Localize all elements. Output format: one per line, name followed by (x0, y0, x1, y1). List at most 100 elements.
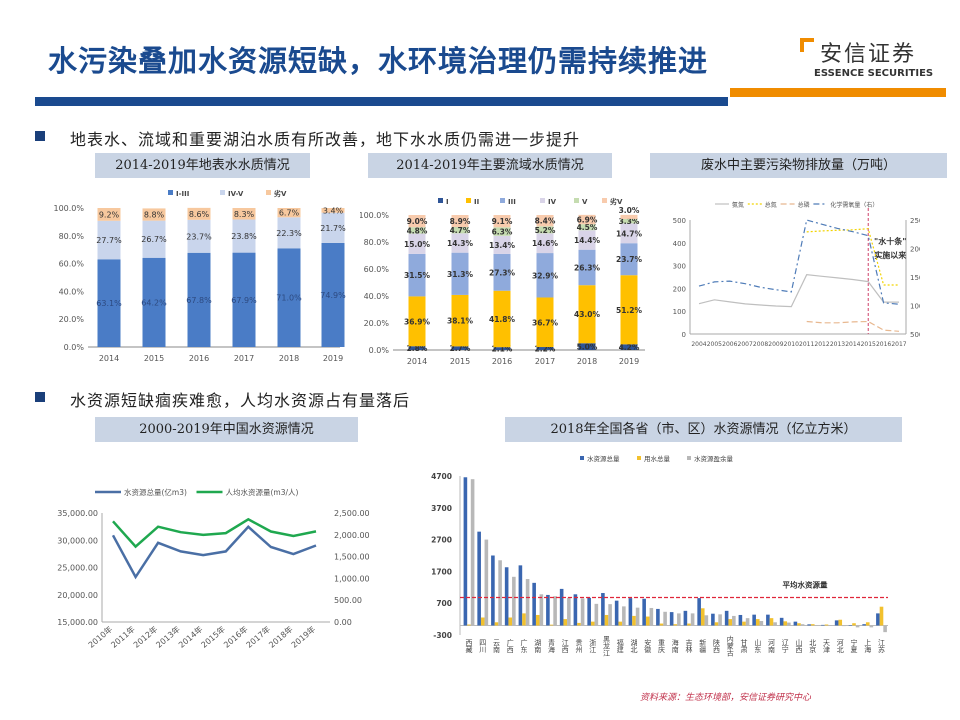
bar-用水总量 (714, 622, 719, 626)
bar-水资源盈余量 (539, 594, 544, 626)
legend-label: I-III (176, 190, 189, 198)
bar-劣V (97, 208, 121, 221)
x-tick-label: 青海 (548, 638, 556, 654)
legend-label: 总氮 (765, 201, 777, 209)
x-tick-label: 2015 (861, 341, 876, 348)
data-label: 31.3% (447, 270, 474, 279)
bar-IV (451, 233, 469, 253)
legend-label: 劣V (610, 197, 623, 206)
x-tick-label: 2008 (753, 341, 768, 348)
legend-label: IV-V (228, 190, 244, 198)
bar-II (536, 297, 554, 348)
y-tick-label: 35,000.00 (57, 509, 98, 518)
bar-水资源总量 (793, 621, 798, 626)
x-tick-label: 2018年 (267, 624, 295, 650)
bar-用水总量 (728, 619, 733, 626)
bar-III (620, 243, 638, 276)
bar-III (451, 252, 469, 295)
x-tick-label: 湖南 (534, 638, 542, 653)
bar-水资源盈余量 (773, 622, 777, 626)
legend-label: 水资源总量 (587, 454, 620, 463)
bar-用水总量 (810, 624, 815, 626)
y-tick-label: 2700 (431, 536, 452, 545)
legend-label: 水资源盈余量 (694, 454, 734, 463)
x-tick-label: 2017 (891, 341, 906, 348)
y-tick-label: 60.0% (364, 265, 390, 274)
bar-IV (408, 233, 426, 254)
bar-水资源盈余量 (745, 618, 750, 626)
x-tick-label: 吉林 (685, 639, 693, 654)
y-tick-label: 15,000.00 (57, 618, 98, 627)
bar-水资源总量 (518, 565, 523, 626)
data-label: 14.4% (574, 236, 601, 245)
x-tick-label: 2015 (144, 354, 164, 363)
bar-水资源总量 (559, 588, 564, 626)
data-label: 14.6% (532, 239, 559, 248)
x-tick-label: 2013年 (154, 624, 182, 650)
data-label: 5.0% (577, 343, 598, 352)
bar-用水总量 (494, 622, 499, 626)
y-tick-label: 300 (673, 263, 686, 271)
series-line-氨氮 (698, 274, 899, 308)
data-label: 26.3% (574, 263, 601, 272)
bar-用水总量 (879, 606, 884, 626)
data-label: 38.1% (447, 317, 474, 326)
bar-用水总量 (618, 621, 623, 626)
legend-label: 劣V (274, 189, 287, 198)
y-tick-label: 40.0% (364, 292, 390, 301)
x-tick-label: 2012年 (131, 624, 159, 650)
bar-IV (620, 223, 638, 244)
bar-水资源总量 (862, 624, 866, 626)
x-tick-label: 2011年 (109, 624, 137, 650)
bar-水资源总量 (491, 555, 495, 626)
logo: 安信证券 ESSENCE SECURITIES (780, 34, 950, 84)
bar-水资源盈余量 (608, 604, 612, 626)
bullet-square-icon (35, 392, 45, 402)
annotation: 实施以来 (874, 250, 907, 260)
bar-用水总量 (508, 617, 513, 626)
bar-劣V (578, 214, 596, 225)
legend-label: IV (548, 198, 557, 206)
bar-劣V (321, 208, 345, 213)
bar-I-III (142, 257, 166, 347)
x-tick-label: 山东 (754, 638, 762, 653)
y-tick-label: 80.0% (364, 238, 390, 247)
bar-水资源总量 (738, 614, 743, 626)
bar-水资源盈余量 (787, 622, 791, 626)
page-title: 水污染叠加水资源短缺，水环境治理仍需持续推进 (48, 44, 709, 78)
data-label: 15.0% (404, 240, 431, 249)
data-label: 6.9% (577, 216, 598, 225)
bar-II (493, 290, 511, 348)
y-tick-label: 20.0% (59, 315, 85, 324)
series-line-人均水资源量(m3/人) (112, 517, 317, 549)
bar-I (536, 347, 554, 350)
x-tick-label: 陕西 (713, 638, 721, 654)
bar-水资源总量 (683, 610, 688, 626)
x-tick-label: 2009 (768, 341, 783, 348)
y2-tick-label: 500.00 (334, 596, 362, 605)
series-line-水资源总量(亿m3) (111, 525, 317, 580)
bar-水资源总量 (628, 598, 633, 626)
bar-IV (493, 235, 511, 254)
data-label: 22.3% (276, 229, 302, 238)
x-tick-label: 2013 (830, 341, 845, 348)
bar-劣V (451, 215, 469, 228)
bar-水资源总量 (697, 598, 701, 626)
bar-劣V (232, 208, 256, 220)
data-label: 51.2% (616, 306, 643, 315)
bar-水资源总量 (614, 600, 619, 626)
data-label: 8.6% (189, 210, 210, 219)
bar-劣V (620, 214, 638, 219)
bar-水资源总量 (779, 617, 784, 626)
x-tick-label: 2019 (619, 357, 639, 366)
bar-V (451, 227, 469, 234)
data-label: 23.7% (616, 255, 643, 264)
data-label: 74.9% (320, 291, 346, 300)
bar-水资源盈余量 (718, 614, 722, 626)
bar-用水总量 (563, 619, 568, 626)
bar-水资源盈余量 (525, 579, 530, 626)
header-rule-blue (35, 97, 728, 106)
bar-II (408, 296, 426, 347)
x-tick-label: 2016 (876, 341, 891, 348)
x-tick-label: 2007 (738, 341, 753, 348)
